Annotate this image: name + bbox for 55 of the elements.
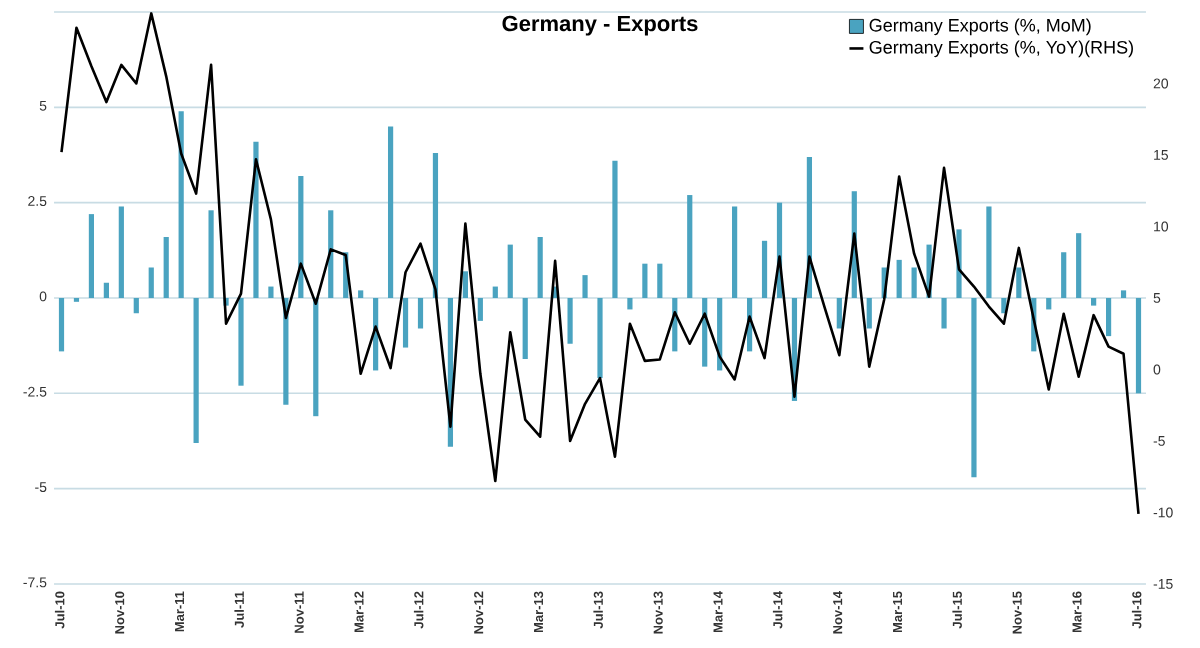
bar (178, 111, 184, 298)
bar (462, 271, 468, 298)
bar (1105, 298, 1112, 337)
legend-label: Germany Exports (%, MoM) (869, 18, 1091, 36)
bar (507, 244, 513, 298)
bar (941, 298, 947, 329)
bar (58, 298, 65, 352)
bar (133, 298, 139, 314)
bar (657, 263, 663, 298)
bar (417, 298, 424, 329)
bar (358, 290, 364, 298)
bar (1135, 298, 1142, 394)
bar (582, 275, 588, 298)
bar (522, 298, 528, 359)
bar (687, 195, 693, 298)
bar (627, 298, 633, 310)
bar (118, 206, 124, 298)
bar (208, 210, 214, 298)
bar (103, 282, 109, 298)
bar (193, 298, 199, 443)
bar (911, 267, 917, 298)
bar (1091, 298, 1097, 306)
bar (432, 153, 439, 298)
bar (148, 267, 154, 298)
bar (567, 298, 573, 344)
line-series (60, 12, 1140, 516)
bar (88, 214, 95, 298)
bar (402, 298, 409, 348)
bar (986, 206, 992, 298)
bar (732, 206, 738, 298)
bar (597, 298, 603, 379)
bar (492, 286, 498, 298)
bar (1120, 290, 1127, 298)
bar (163, 236, 169, 298)
bar (387, 126, 394, 298)
bar (313, 298, 319, 417)
chart-title: Germany - Exports (502, 15, 698, 36)
bar (612, 160, 618, 298)
bar (328, 210, 334, 298)
legend-label: Germany Exports (%, YoY)(RHS) (869, 40, 1133, 58)
bar (836, 298, 842, 329)
bar (477, 298, 483, 321)
bar (268, 286, 274, 298)
bar (866, 298, 872, 329)
bar (1046, 298, 1052, 310)
bar (1076, 233, 1082, 298)
bar (642, 263, 648, 298)
bar (537, 236, 543, 298)
bar (1061, 252, 1067, 298)
bar (896, 259, 902, 298)
bar (298, 175, 304, 298)
bar (238, 298, 244, 386)
bar (1016, 267, 1022, 298)
bar (761, 240, 768, 298)
bar (971, 298, 977, 478)
